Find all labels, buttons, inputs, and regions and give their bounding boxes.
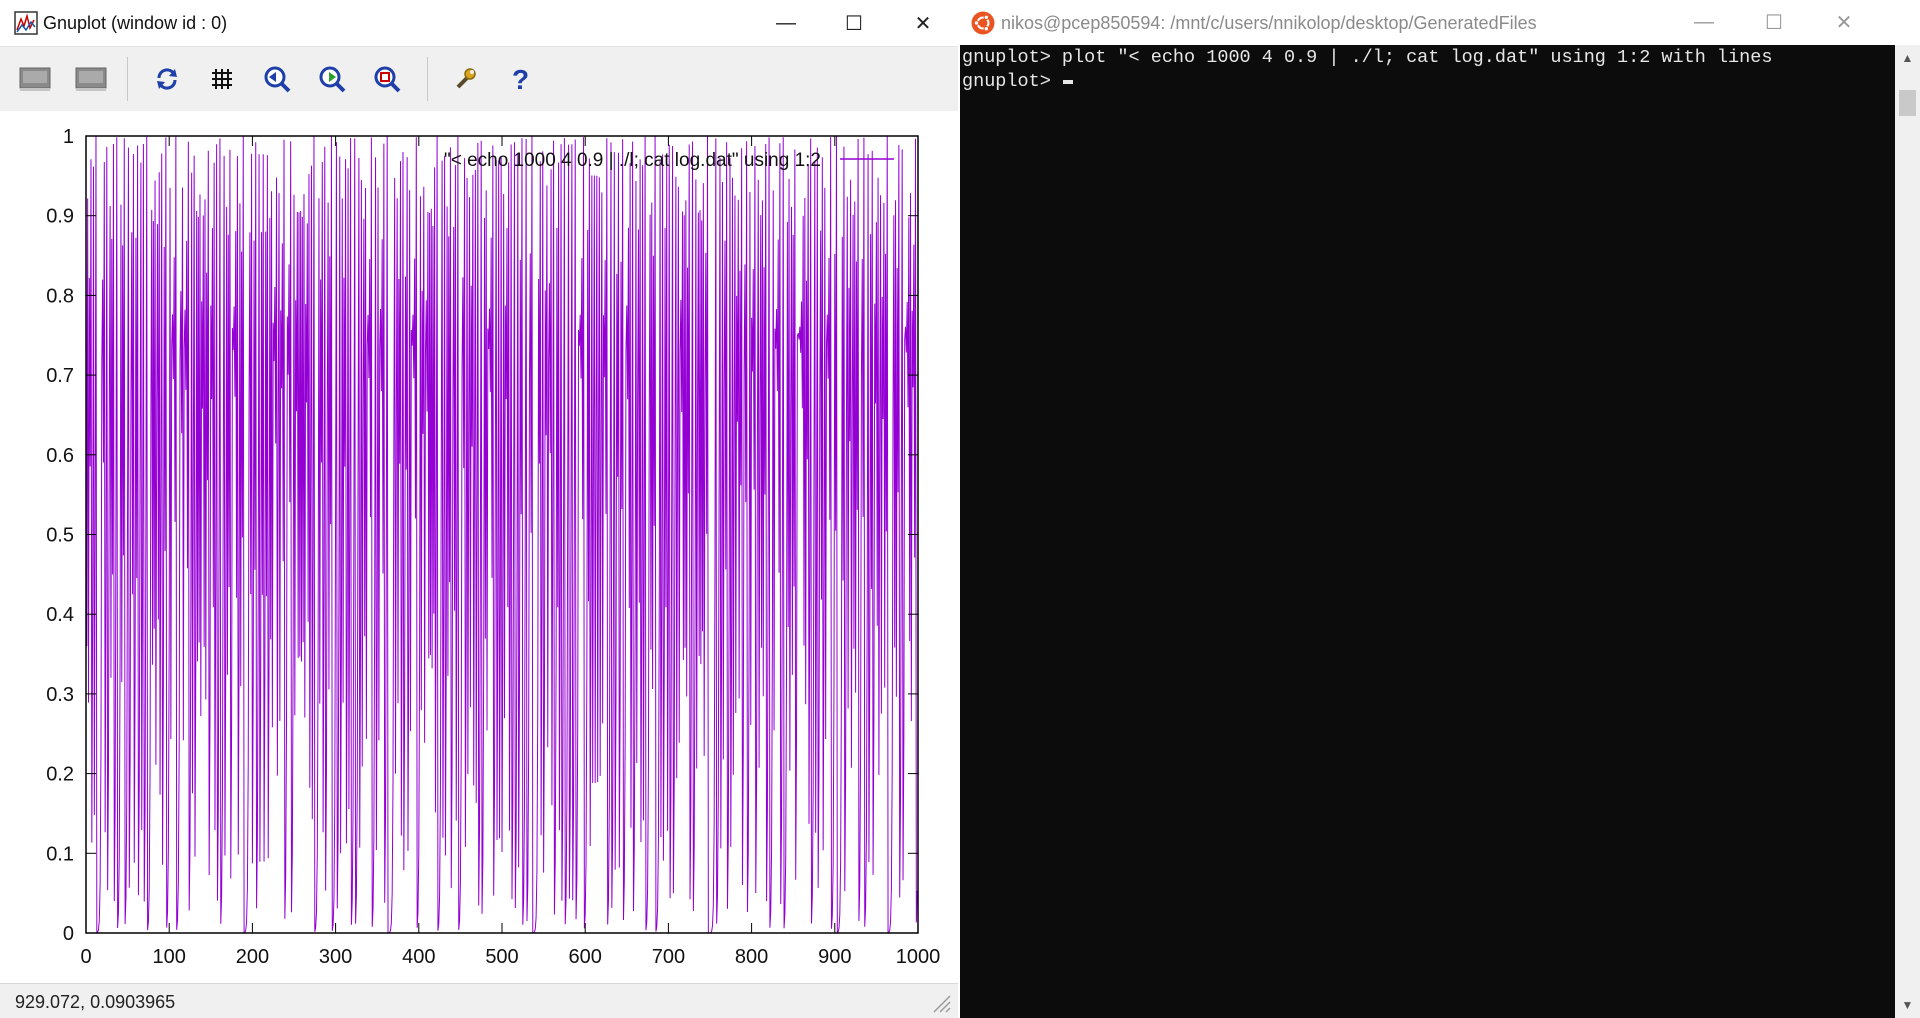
maximize-icon: ☐ — [1765, 12, 1783, 34]
x-tick-label: 700 — [652, 946, 685, 968]
cursor-coordinates: 929.072, 0.0903965 — [15, 992, 176, 1012]
close-icon: ✕ — [1835, 12, 1853, 34]
close-button[interactable]: ✕ — [888, 0, 958, 46]
y-tick-label: 0.4 — [46, 604, 74, 626]
terminal-prompt: gnuplot> — [962, 71, 1062, 92]
scrollbar-thumb[interactable] — [1899, 90, 1916, 116]
minimize-icon: — — [1694, 11, 1714, 33]
close-button[interactable]: ✕ — [1809, 0, 1879, 45]
minimize-button[interactable]: — — [751, 0, 821, 46]
series-line — [85, 135, 918, 934]
next-zoom-icon — [319, 66, 346, 93]
scroll-up-button[interactable]: ▲ — [1895, 47, 1920, 69]
gnuplot-window: Gnuplot (window id : 0) — ☐ ✕ — [0, 0, 958, 1018]
gnuplot-toolbar: ? — [0, 46, 958, 112]
copy-clipboard-icon — [19, 67, 51, 91]
terminal-line: gnuplot> plot "< echo 1000 4 0.9 | ./l; … — [962, 47, 1773, 68]
next-zoom-button[interactable] — [312, 59, 352, 99]
terminal-titlebar[interactable]: nikos@pcep850594: /mnt/c/users/nnikolop/… — [960, 0, 1920, 45]
grid-button[interactable] — [202, 59, 242, 99]
x-tick-label: 800 — [735, 946, 768, 968]
scroll-down-button[interactable]: ▼ — [1895, 994, 1920, 1016]
legend-label: "< echo 1000 4 0.9 | ./l; cat log.dat" u… — [444, 150, 821, 171]
chevron-up-icon: ▲ — [1901, 51, 1914, 65]
x-tick-label: 600 — [569, 946, 602, 968]
y-tick-label: 0.2 — [46, 764, 74, 786]
y-tick-label: 0.6 — [46, 445, 74, 467]
x-tick-label: 500 — [485, 946, 518, 968]
gnuplot-window-title: Gnuplot (window id : 0) — [43, 13, 228, 33]
autoscale-button[interactable] — [367, 59, 407, 99]
x-tick-label: 0 — [80, 946, 91, 968]
help-button[interactable]: ? — [500, 59, 540, 99]
svg-text:?: ? — [512, 64, 529, 94]
y-tick-label: 0.7 — [46, 365, 74, 387]
y-tick-label: 0 — [63, 923, 74, 945]
terminal-window: nikos@pcep850594: /mnt/c/users/nnikolop/… — [960, 0, 1920, 1018]
close-icon: ✕ — [914, 12, 932, 35]
grid-icon — [212, 69, 232, 89]
y-tick-label: 1 — [63, 126, 74, 148]
x-tick-label: 200 — [236, 946, 269, 968]
chevron-down-icon: ▼ — [1901, 998, 1914, 1012]
minimize-button[interactable]: — — [1669, 0, 1739, 45]
y-tick-label: 0.1 — [46, 843, 74, 865]
replot-button[interactable] — [147, 59, 187, 99]
previous-zoom-icon — [264, 66, 291, 93]
print-icon — [75, 67, 107, 91]
options-button[interactable] — [445, 59, 485, 99]
replot-icon — [157, 68, 177, 90]
minimize-icon: — — [776, 11, 796, 34]
x-tick-label: 400 — [402, 946, 435, 968]
text-cursor — [1062, 80, 1073, 84]
plot-area[interactable]: 0 100 200 300 400 500 600 700 800 900 1000 0 0.1 0.2 0… — [0, 111, 958, 983]
terminal-window-title: nikos@pcep850594: /mnt/c/users/nnikolop/… — [1001, 13, 1537, 33]
x-tick-label: 1000 — [896, 946, 941, 968]
options-wrench-icon — [456, 68, 476, 89]
terminal-scrollbar[interactable]: ▲ ▼ — [1895, 45, 1920, 1018]
gnuplot-titlebar[interactable]: Gnuplot (window id : 0) — ☐ ✕ — [0, 0, 958, 46]
terminal-prompt-line[interactable]: gnuplot> — [962, 71, 1073, 92]
autoscale-icon — [374, 66, 401, 93]
ubuntu-icon — [971, 11, 995, 35]
toolbar-separator — [127, 57, 128, 101]
x-tick-label: 300 — [319, 946, 352, 968]
copy-clipboard-button[interactable] — [15, 59, 55, 99]
x-tick-label: 900 — [818, 946, 851, 968]
help-icon: ? — [512, 64, 529, 94]
y-tick-label: 0.8 — [46, 285, 74, 307]
toolbar-separator — [427, 57, 428, 101]
status-bar: 929.072, 0.0903965 — [0, 983, 958, 1018]
y-tick-label: 0.9 — [46, 206, 74, 228]
y-tick-label: 0.5 — [46, 525, 74, 547]
previous-zoom-button[interactable] — [257, 59, 297, 99]
resize-grip-icon[interactable] — [930, 992, 952, 1014]
x-tick-label: 100 — [153, 946, 186, 968]
y-tick-label: 0.3 — [46, 684, 74, 706]
maximize-icon: ☐ — [845, 12, 863, 35]
gnuplot-app-icon — [14, 11, 38, 35]
print-button[interactable] — [71, 59, 111, 99]
maximize-button[interactable]: ☐ — [819, 0, 889, 46]
chart[interactable]: 0 100 200 300 400 500 600 700 800 900 1000 0 0.1 0.2 0… — [0, 111, 958, 983]
terminal-console[interactable]: gnuplot> plot "< echo 1000 4 0.9 | ./l; … — [960, 45, 1895, 1018]
maximize-button[interactable]: ☐ — [1739, 0, 1809, 45]
